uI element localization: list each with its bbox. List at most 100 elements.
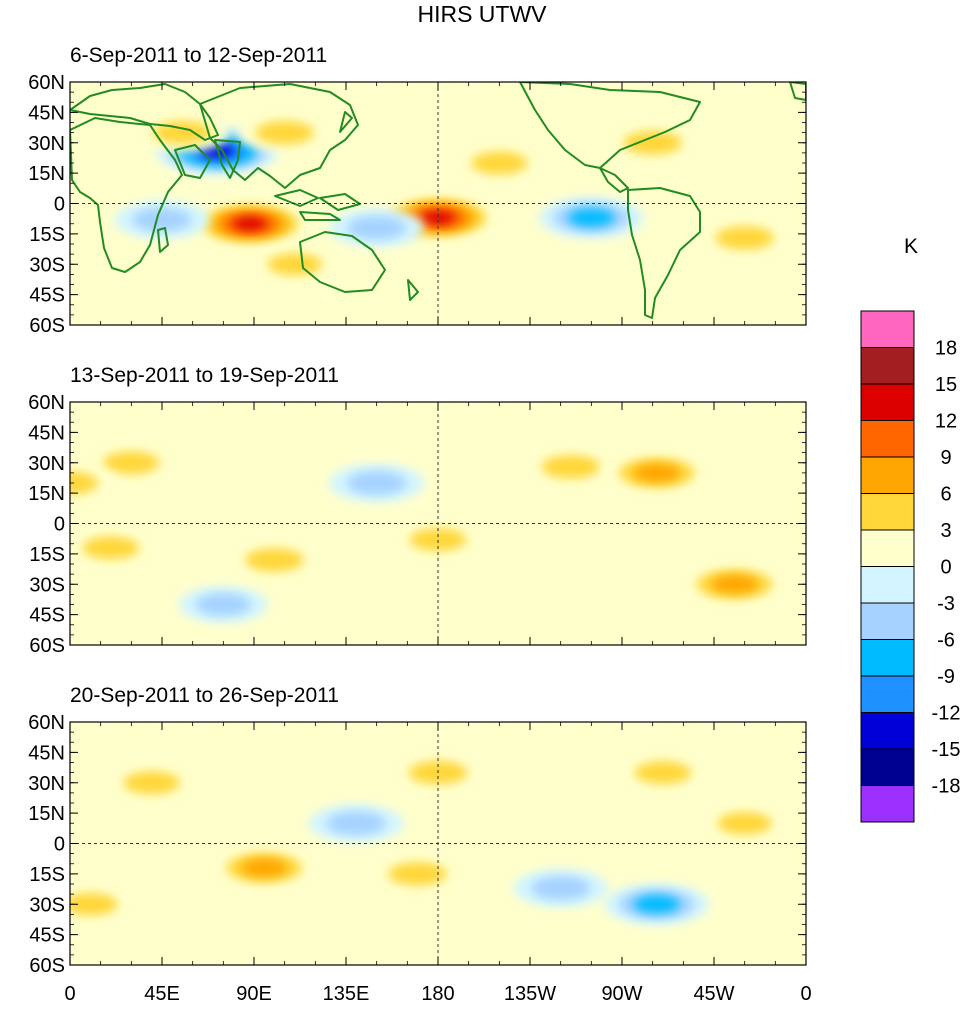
panel-1-coastline-2 [70, 83, 219, 141]
panel-3-anomaly-5-level-2 [326, 811, 386, 835]
panel-1-coastline-4 [174, 144, 211, 179]
colorbar-label-12: -15 [932, 739, 961, 761]
colorbar-label-8: -3 [937, 593, 955, 615]
panel-1-anomaly-10-level-2 [623, 131, 682, 155]
panel-1-anomaly-12-level-2 [267, 253, 323, 276]
panel-3-anomaly-8-level-2 [634, 761, 692, 785]
panel-3-y-tick-label-1: 60N [28, 712, 65, 734]
panel-1-y-tick-label-2: 45N [28, 102, 65, 124]
colorbar-box-5 [860, 456, 915, 494]
panel-2-y-tick-label-7: 30S [29, 574, 65, 596]
colorbar-box-11 [860, 675, 915, 713]
panel-3-y-tick-label-5: 0 [54, 834, 65, 856]
panel-2-axes: 60N 45N 30N 15N 0 15S 30S 45S 60S [28, 392, 807, 657]
x-tick-label-7: 90W [601, 983, 642, 1005]
panel-1-coastline-14 [789, 82, 806, 101]
colorbar-label-4: 9 [940, 447, 951, 469]
panel-1-anomaly-11-level-2 [715, 226, 774, 250]
x-tick-label-6: 135W [504, 983, 556, 1005]
panel-2: 13-Sep-2011 to 19-Sep-2011 60N 45N 30N 15N 0… [28, 364, 807, 657]
panel-1-coastline-9 [299, 231, 386, 293]
colorbar-box-7 [860, 529, 915, 567]
panel-1-coastline-11 [519, 82, 701, 169]
colorbar-unit-label: K [904, 235, 918, 258]
panel-2-y-tick-label-4: 15N [28, 483, 65, 505]
x-tick-label-3: 90E [236, 983, 272, 1005]
x-tick-label-1: 0 [64, 983, 75, 1005]
panel-2-anomaly-2-level-3 [633, 463, 681, 482]
panel-2-y-tick-label-8: 45S [29, 605, 65, 627]
panel-2-anomaly-10-level-2 [70, 471, 99, 495]
panel-1-coastline-8 [299, 211, 341, 221]
x-tick-label-9: 0 [800, 983, 811, 1005]
panel-1-field [114, 113, 793, 283]
panel-2-anomaly-1-level-2 [541, 455, 601, 479]
panel-1-coastlines [70, 82, 806, 319]
panel-3-y-tick-label-7: 30S [29, 894, 65, 916]
panel-2-anomaly-8-level-2 [347, 471, 406, 495]
panel-3-anomaly-10-level-2 [717, 812, 772, 835]
colorbar-box-14 [860, 785, 915, 823]
panel-1-anomaly-6-level-2 [255, 120, 314, 145]
panel-1-y-tick-label-5: 0 [54, 194, 65, 216]
colorbar-box-10 [860, 639, 915, 677]
panel-1-y-tick-label-9: 60S [29, 315, 65, 337]
panel-3-reference-lines [70, 722, 806, 965]
colorbar-label-6: 3 [940, 520, 951, 542]
panel-2-anomaly-4-level-2 [245, 548, 304, 572]
x-tick-label-2: 45E [144, 983, 180, 1005]
panel-1-anomaly-2-level-5 [233, 217, 267, 231]
panel-3-y-tick-label-9: 60S [29, 955, 65, 977]
panel-1-coastline-6 [274, 189, 319, 207]
colorbar-box-8 [860, 566, 915, 604]
panel-1-coastline-1 [70, 117, 183, 273]
colorbar-box-1 [860, 310, 915, 348]
panel-2-y-tick-label-3: 30N [28, 453, 65, 475]
panel-3: 20-Sep-2011 to 26-Sep-2011 60N 45N 30N 15N 0… [28, 684, 811, 1005]
panel-3-field [70, 753, 790, 925]
colorbar-label-10: -9 [937, 666, 955, 688]
panel-1-y-tick-label-3: 30N [28, 133, 65, 155]
colorbar-label-2: 15 [935, 374, 957, 396]
colorbar-label-5: 6 [940, 484, 951, 506]
panel-3-anomaly-6-level-2 [531, 876, 590, 900]
colorbar: K 18 15 12 9 6 3 0 -3 -6 -9 -12 -15 -18 [860, 235, 961, 823]
colorbar-labels: 18 15 12 9 6 3 0 -3 -6 -9 -12 -15 -18 [932, 338, 961, 798]
colorbar-label-7: 0 [940, 557, 951, 579]
panel-3-anomaly-1-level-3 [240, 858, 288, 877]
colorbar-label-11: -12 [932, 703, 961, 725]
colorbar-box-4 [860, 420, 915, 458]
colorbar-box-2 [860, 347, 915, 385]
panel-2-anomaly-7-level-2 [409, 528, 467, 552]
panel-1-anomaly-7-level-2 [132, 208, 192, 232]
panel-1-reference-lines [70, 82, 806, 325]
panel-1-coastline-15 [157, 227, 169, 253]
panel-3-y-tick-label-8: 45S [29, 925, 65, 947]
panel-3-anomaly-2-level-2 [388, 862, 447, 886]
panel-1-coastline-13 [627, 187, 701, 319]
panel-1-anomaly-3-level-5 [421, 211, 455, 225]
panel-1-coastline-16 [339, 111, 353, 133]
panel-1: 6-Sep-2011 to 12-Sep-2011 60N 45N 30N 15N 0 1… [28, 44, 807, 337]
panel-1-y-tick-label-1: 60N [28, 72, 65, 94]
panel-1-anomaly-8-level-2 [347, 216, 406, 240]
panel-1-axes: 60N 45N 30N 15N 0 15S 30S 45S 60S [28, 72, 807, 337]
x-tick-label-8: 45W [693, 983, 734, 1005]
panel-2-anomaly-3-level-3 [711, 575, 758, 594]
panel-2-y-tick-label-6: 15S [29, 544, 65, 566]
panel-1-coastline-10 [407, 279, 419, 301]
colorbar-box-6 [860, 493, 915, 531]
panel-3-axes: 60N 45N 30N 15N 0 15S 30S 45S 60S 0 45E 90E 135E 180 1… [28, 712, 811, 1005]
colorbar-boxes [860, 310, 915, 823]
panel-3-anomaly-4-level-2 [123, 771, 181, 795]
colorbar-box-3 [860, 383, 915, 421]
panel-2-anomaly-5-level-2 [82, 536, 140, 560]
panel-2-subtitle: 13-Sep-2011 to 19-Sep-2011 [70, 364, 339, 387]
panel-1-subtitle: 6-Sep-2011 to 12-Sep-2011 [70, 44, 327, 67]
panel-1-anomaly-9-level-2 [471, 151, 528, 175]
colorbar-label-1: 18 [935, 338, 957, 360]
panel-1-y-tick-label-6: 15S [29, 224, 65, 246]
colorbar-box-9 [860, 602, 915, 640]
panel-1-anomaly-4-level-3 [568, 208, 615, 227]
